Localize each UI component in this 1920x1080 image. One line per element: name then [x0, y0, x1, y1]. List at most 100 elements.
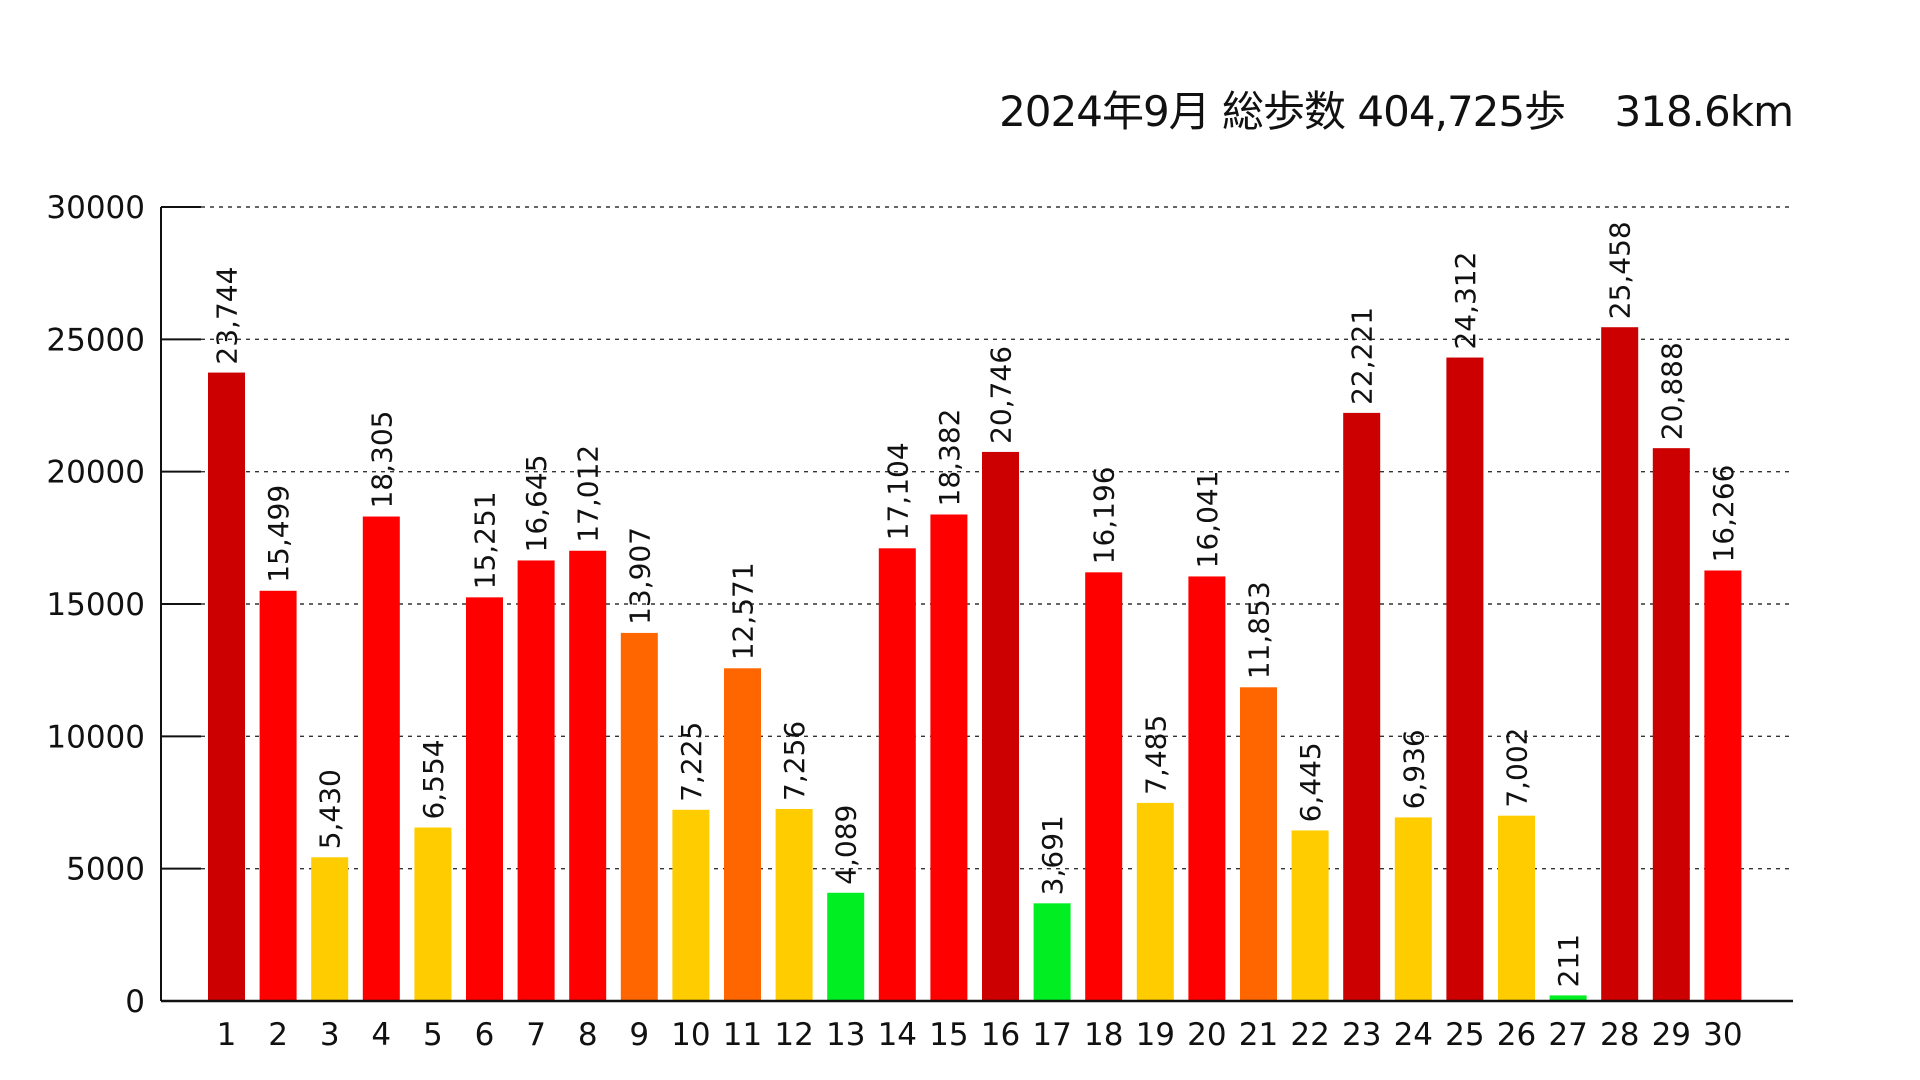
x-tick-label: 24 — [1394, 1017, 1433, 1053]
data-label: 24,312 — [1449, 252, 1482, 350]
y-tick-label: 5000 — [66, 852, 145, 888]
x-tick-label: 26 — [1497, 1017, 1536, 1053]
x-tick-label: 6 — [475, 1017, 495, 1053]
x-tick-label: 1 — [217, 1017, 237, 1053]
bars — [208, 327, 1742, 1002]
y-tick-label: 0 — [125, 984, 145, 1020]
bar-day-8 — [569, 550, 607, 1001]
x-tick-label: 22 — [1290, 1017, 1329, 1053]
data-label: 15,499 — [262, 485, 295, 583]
x-tick-label: 7 — [526, 1017, 546, 1053]
bar-day-20 — [1188, 576, 1226, 1001]
y-tick-label: 20000 — [46, 455, 145, 491]
data-label: 17,012 — [572, 445, 605, 543]
x-tick-label: 8 — [578, 1017, 598, 1053]
data-label: 7,256 — [778, 721, 811, 801]
data-label: 18,382 — [933, 409, 966, 507]
data-label: 3,691 — [1036, 815, 1069, 895]
y-tick-label: 15000 — [46, 587, 145, 623]
data-label: 11,853 — [1243, 581, 1276, 679]
data-label: 16,266 — [1707, 465, 1740, 563]
y-tick-label: 10000 — [46, 719, 145, 755]
bar-day-14 — [878, 548, 916, 1001]
x-tick-label: 27 — [1548, 1017, 1587, 1053]
bar-day-18 — [1085, 572, 1123, 1001]
data-label: 16,645 — [520, 454, 553, 552]
title-period: 2024年9月 — [999, 87, 1211, 136]
bar-day-4 — [362, 516, 400, 1001]
x-tick-label: 21 — [1239, 1017, 1278, 1053]
data-label: 4,089 — [830, 805, 863, 885]
x-tick-label: 4 — [371, 1017, 391, 1053]
y-tick-label: 25000 — [46, 322, 145, 358]
x-tick-label: 29 — [1652, 1017, 1691, 1053]
chart-title: 2024年9月 総歩数 404,725歩 318.6km — [999, 78, 1794, 139]
title-steps-total: 404,725歩 — [1357, 87, 1566, 136]
data-label: 16,041 — [1191, 470, 1224, 568]
x-tick-label: 13 — [826, 1017, 865, 1053]
title-distance: 318.6km — [1614, 87, 1794, 136]
x-tick-label: 14 — [878, 1017, 917, 1053]
bar-day-11 — [724, 668, 761, 1001]
data-label: 5,430 — [314, 769, 347, 849]
x-tick-label: 5 — [423, 1017, 443, 1053]
bar-day-25 — [1446, 357, 1484, 1002]
data-label: 15,251 — [469, 491, 502, 589]
x-tick-label: 10 — [671, 1017, 710, 1053]
bar-day-28 — [1601, 327, 1639, 1001]
bar-day-30 — [1704, 570, 1742, 1001]
x-tick-label: 2 — [268, 1017, 288, 1053]
bar-day-1 — [208, 372, 245, 1002]
x-tick-label: 11 — [723, 1017, 762, 1053]
bar-day-6 — [466, 597, 503, 1001]
data-label: 13,907 — [623, 527, 656, 625]
data-label: 6,936 — [1397, 729, 1430, 809]
bar-day-7 — [517, 560, 555, 1001]
bar-day-23 — [1343, 412, 1381, 1002]
bar-day-24 — [1394, 817, 1432, 1001]
data-label: 6,554 — [417, 739, 450, 819]
data-label: 18,305 — [365, 411, 398, 509]
data-label: 22,221 — [1346, 307, 1379, 405]
x-tick-label: 23 — [1342, 1017, 1381, 1053]
bar-day-13 — [827, 892, 865, 1001]
data-label: 7,225 — [675, 722, 708, 802]
data-label: 25,458 — [1604, 221, 1637, 319]
bar-day-29 — [1652, 448, 1690, 1001]
data-label: 23,744 — [211, 267, 244, 365]
bar-day-22 — [1291, 830, 1329, 1001]
x-tick-label: 17 — [1032, 1017, 1071, 1053]
x-tick-label: 20 — [1187, 1017, 1226, 1053]
bar-day-16 — [982, 451, 1019, 1001]
bar-day-9 — [620, 632, 658, 1001]
title-steps-label: 総歩数 — [1222, 87, 1346, 136]
x-tick-label: 3 — [320, 1017, 340, 1053]
bar-day-10 — [672, 809, 710, 1001]
x-tick-label: 9 — [629, 1017, 649, 1053]
x-tick-label: 12 — [774, 1017, 813, 1053]
data-label: 20,746 — [985, 346, 1018, 444]
x-tick-label: 28 — [1600, 1017, 1639, 1053]
bar-day-12 — [775, 808, 813, 1001]
bar-day-19 — [1136, 802, 1174, 1001]
data-label: 12,571 — [727, 562, 760, 660]
data-label: 20,888 — [1655, 342, 1688, 440]
bar-day-26 — [1498, 815, 1535, 1001]
x-tick-label: 25 — [1445, 1017, 1484, 1053]
bar-day-5 — [414, 827, 452, 1001]
x-tick-label: 15 — [929, 1017, 968, 1053]
x-tick-label: 16 — [981, 1017, 1020, 1053]
bar-day-17 — [1033, 903, 1071, 1001]
bar-day-3 — [311, 857, 349, 1001]
data-label: 16,196 — [1088, 466, 1121, 564]
data-label: 17,104 — [881, 442, 914, 540]
data-label: 7,002 — [1501, 728, 1534, 808]
bar-day-21 — [1240, 687, 1277, 1001]
x-tick-label: 19 — [1136, 1017, 1175, 1053]
x-tick-label: 18 — [1084, 1017, 1123, 1053]
x-tick-label: 30 — [1703, 1017, 1742, 1053]
data-label: 7,485 — [1139, 715, 1172, 795]
bar-day-27 — [1549, 995, 1587, 1001]
